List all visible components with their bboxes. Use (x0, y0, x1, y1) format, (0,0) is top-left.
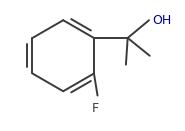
Text: OH: OH (152, 14, 171, 27)
Text: F: F (92, 102, 99, 115)
